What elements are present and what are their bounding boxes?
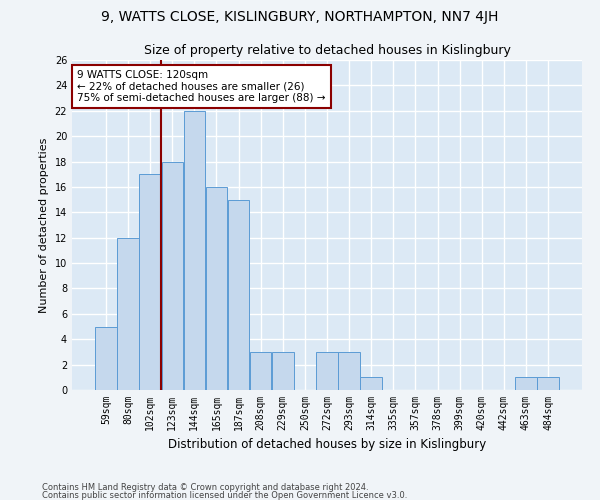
Bar xyxy=(361,378,382,390)
Bar xyxy=(117,238,139,390)
X-axis label: Distribution of detached houses by size in Kislingbury: Distribution of detached houses by size … xyxy=(168,438,486,452)
Bar xyxy=(206,187,227,390)
Bar xyxy=(161,162,183,390)
Bar xyxy=(316,352,338,390)
Text: 9 WATTS CLOSE: 120sqm
← 22% of detached houses are smaller (26)
75% of semi-deta: 9 WATTS CLOSE: 120sqm ← 22% of detached … xyxy=(77,70,326,103)
Text: Contains public sector information licensed under the Open Government Licence v3: Contains public sector information licen… xyxy=(42,490,407,500)
Bar xyxy=(272,352,293,390)
Bar xyxy=(95,326,116,390)
Title: Size of property relative to detached houses in Kislingbury: Size of property relative to detached ho… xyxy=(143,44,511,58)
Text: Contains HM Land Registry data © Crown copyright and database right 2024.: Contains HM Land Registry data © Crown c… xyxy=(42,484,368,492)
Bar xyxy=(139,174,161,390)
Bar xyxy=(228,200,249,390)
Bar xyxy=(538,378,559,390)
Bar xyxy=(515,378,537,390)
Text: 9, WATTS CLOSE, KISLINGBURY, NORTHAMPTON, NN7 4JH: 9, WATTS CLOSE, KISLINGBURY, NORTHAMPTON… xyxy=(101,10,499,24)
Bar xyxy=(184,111,205,390)
Y-axis label: Number of detached properties: Number of detached properties xyxy=(39,138,49,312)
Bar xyxy=(250,352,271,390)
Bar xyxy=(338,352,360,390)
